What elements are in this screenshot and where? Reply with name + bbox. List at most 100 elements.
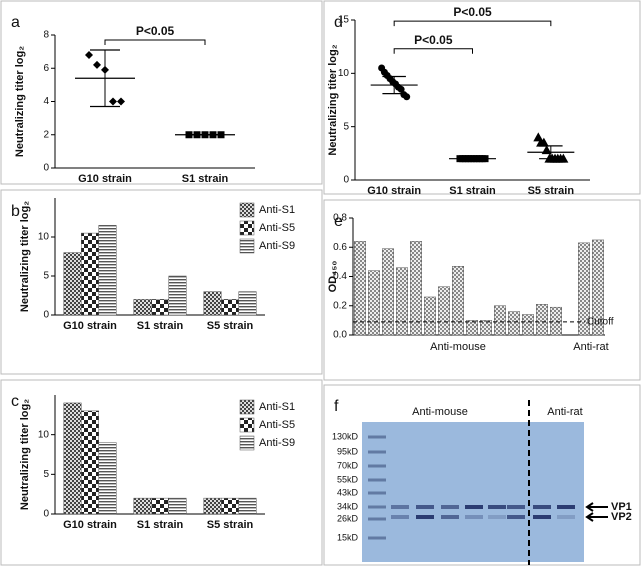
y-tick-label: 4 [43, 96, 49, 107]
point [117, 97, 125, 106]
y-tick-label: 0.0 [333, 330, 347, 341]
bar [63, 402, 82, 515]
bar [368, 270, 380, 336]
panel-letter: e [334, 213, 343, 230]
y-tick-label: 2 [43, 129, 49, 140]
gel [362, 422, 584, 562]
ladder-band [368, 517, 386, 521]
protein-band [441, 505, 459, 509]
bar [221, 497, 239, 515]
y-axis-label: Neutralizing titer log₂ [19, 399, 31, 510]
protein-band [465, 505, 483, 509]
bar [81, 410, 99, 515]
panel-frame [0, 0, 323, 185]
bar [578, 242, 590, 336]
bar [522, 314, 534, 336]
y-tick-label: 0 [343, 175, 349, 186]
panel-letter: b [11, 203, 20, 220]
marker-label: 34kD [337, 501, 359, 511]
point [93, 60, 101, 69]
point [558, 153, 569, 163]
panel-letter: f [334, 398, 339, 415]
bar [452, 266, 464, 336]
y-tick-label: 0 [43, 509, 49, 520]
x-tick-label: S5 strain [207, 320, 254, 332]
y-tick-label: 0 [43, 310, 49, 321]
bar [550, 306, 562, 336]
legend-swatch [239, 435, 255, 451]
y-axis-label: OD₄₅₀ [327, 261, 339, 293]
y-tick-label: 0.6 [333, 242, 347, 253]
bar [424, 296, 436, 336]
panel-letter: d [334, 14, 343, 31]
y-axis-label: Neutralizing titer log₂ [14, 46, 26, 157]
y-axis-label: Neutralizing titer log₂ [327, 44, 339, 155]
x-tick-label: G10 strain [63, 320, 117, 332]
cutoff-label: Cutoff [587, 316, 614, 327]
bar [238, 291, 257, 316]
legend-label: Anti-S9 [259, 240, 295, 252]
band-arrow [585, 502, 608, 512]
ladder-band [368, 505, 386, 509]
protein-band [465, 515, 483, 519]
y-tick-label: 5 [43, 469, 49, 480]
panel-frame [0, 379, 323, 566]
legend-swatch [239, 417, 255, 433]
group-label: Anti-mouse [412, 406, 468, 418]
y-axis-label: Neutralizing titer log₂ [19, 201, 31, 312]
y-tick-label: 0.8 [333, 213, 347, 224]
bar [81, 232, 99, 316]
protein-band [416, 505, 434, 509]
legend-label: Anti-S1 [259, 401, 295, 413]
bar [133, 299, 152, 316]
protein-band [416, 515, 434, 519]
marker-label: 15kD [337, 532, 359, 542]
bar [410, 241, 422, 336]
protein-band [441, 515, 459, 519]
y-tick-label: 10 [38, 232, 50, 243]
bar [98, 442, 117, 515]
bar [494, 305, 506, 336]
bar [168, 275, 187, 316]
legend-label: Anti-S5 [259, 222, 295, 234]
bar [98, 225, 117, 316]
y-tick-label: 0 [43, 163, 49, 174]
legend-label: Anti-S1 [259, 204, 295, 216]
bar [238, 497, 257, 515]
band-label: VP1 [611, 501, 632, 513]
legend-label: Anti-S5 [259, 419, 295, 431]
significance-bracket [104, 39, 206, 45]
y-tick-label: 0.4 [333, 271, 347, 282]
protein-band [557, 505, 575, 509]
legend-swatch [239, 399, 255, 415]
protein-band [533, 505, 551, 509]
point [109, 97, 117, 106]
protein-band [488, 505, 506, 509]
protein-band [557, 515, 575, 519]
group-label: Anti-rat [547, 406, 582, 418]
point [397, 85, 405, 93]
ladder-band [368, 536, 386, 540]
panel-frame [323, 384, 641, 566]
y-tick-label: 5 [343, 121, 349, 132]
legend-swatch [239, 238, 255, 254]
bar [466, 320, 478, 336]
significance-label: P<0.05 [414, 33, 453, 47]
legend-label: Anti-S9 [259, 437, 295, 449]
x-tick-label: S1 strain [137, 320, 184, 332]
y-tick-label: 6 [43, 63, 49, 74]
bar [438, 286, 450, 336]
bar [151, 497, 169, 515]
ladder-band [368, 450, 386, 454]
marker-label: 95kD [337, 446, 359, 456]
marker-label: 70kD [337, 460, 359, 470]
ladder-band [368, 478, 386, 482]
protein-band [507, 505, 525, 509]
point [538, 137, 549, 147]
bar [382, 248, 394, 336]
panel-frame [323, 199, 641, 381]
y-tick-label: 15 [338, 15, 350, 26]
group-label: Anti-mouse [430, 341, 486, 353]
y-tick-label: 5 [43, 271, 49, 282]
x-tick-label: G10 strain [78, 173, 132, 185]
